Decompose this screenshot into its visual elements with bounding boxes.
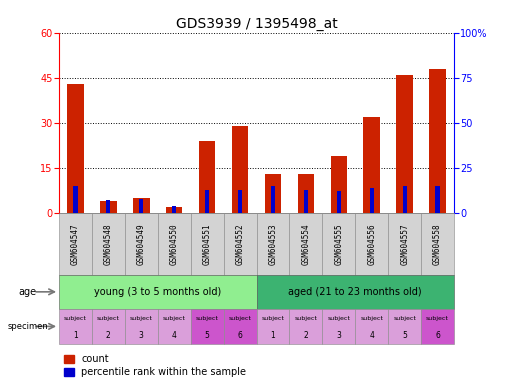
Bar <box>191 213 224 275</box>
Bar <box>139 199 143 213</box>
Bar <box>59 213 92 275</box>
Bar <box>166 207 183 213</box>
Text: subject: subject <box>64 316 87 321</box>
Text: subject: subject <box>163 316 186 321</box>
Bar <box>337 192 341 213</box>
Text: GSM604547: GSM604547 <box>71 223 80 265</box>
Bar <box>256 275 454 309</box>
Text: young (3 to 5 months old): young (3 to 5 months old) <box>94 287 222 297</box>
Text: subject: subject <box>426 316 449 321</box>
Bar <box>298 174 314 213</box>
Bar <box>92 213 125 275</box>
Text: subject: subject <box>294 316 318 321</box>
Bar <box>403 186 407 213</box>
Text: subject: subject <box>262 316 284 321</box>
Text: subject: subject <box>97 316 120 321</box>
Bar <box>271 186 275 213</box>
Bar <box>133 198 149 213</box>
Bar <box>330 156 347 213</box>
Bar <box>106 200 110 213</box>
Text: GSM604555: GSM604555 <box>334 223 343 265</box>
Text: GSM604558: GSM604558 <box>433 223 442 265</box>
Text: GSM604552: GSM604552 <box>235 223 245 265</box>
Text: GSM604548: GSM604548 <box>104 223 113 265</box>
Bar <box>289 213 322 275</box>
Text: GSM604550: GSM604550 <box>170 223 179 265</box>
Bar <box>100 201 116 213</box>
Bar <box>158 309 191 344</box>
Text: 6: 6 <box>435 331 440 339</box>
Bar <box>388 309 421 344</box>
Bar <box>125 213 158 275</box>
Bar <box>370 188 374 213</box>
Bar <box>125 309 158 344</box>
Text: subject: subject <box>229 316 251 321</box>
Text: GSM604549: GSM604549 <box>137 223 146 265</box>
Bar <box>224 309 256 344</box>
Bar <box>59 275 256 309</box>
Text: age: age <box>18 287 36 297</box>
Text: 4: 4 <box>369 331 374 339</box>
Text: GSM604557: GSM604557 <box>400 223 409 265</box>
Bar <box>73 186 77 213</box>
Bar <box>322 309 355 344</box>
Text: subject: subject <box>393 316 416 321</box>
Text: specimen: specimen <box>8 322 48 331</box>
Text: GSM604554: GSM604554 <box>301 223 310 265</box>
Bar <box>265 174 281 213</box>
Bar <box>355 213 388 275</box>
Text: 2: 2 <box>304 331 308 339</box>
Bar <box>388 213 421 275</box>
Text: 1: 1 <box>73 331 78 339</box>
Text: subject: subject <box>327 316 350 321</box>
Bar <box>322 213 355 275</box>
Bar <box>92 309 125 344</box>
Bar <box>205 190 209 213</box>
Text: subject: subject <box>130 316 153 321</box>
Text: GDS3939 / 1395498_at: GDS3939 / 1395498_at <box>175 17 338 31</box>
Bar <box>158 213 191 275</box>
Bar <box>429 69 446 213</box>
Bar <box>238 190 242 213</box>
Bar <box>172 206 176 213</box>
Text: 6: 6 <box>238 331 243 339</box>
Legend: count, percentile rank within the sample: count, percentile rank within the sample <box>64 354 246 377</box>
Text: aged (21 to 23 months old): aged (21 to 23 months old) <box>288 287 422 297</box>
Bar <box>224 213 256 275</box>
Bar <box>304 190 308 213</box>
Bar <box>436 186 440 213</box>
Bar <box>191 309 224 344</box>
Bar <box>256 309 289 344</box>
Text: subject: subject <box>360 316 383 321</box>
Bar <box>421 309 454 344</box>
Bar <box>256 213 289 275</box>
Bar <box>67 84 84 213</box>
Bar <box>421 213 454 275</box>
Text: 5: 5 <box>402 331 407 339</box>
Text: 2: 2 <box>106 331 111 339</box>
Bar <box>397 75 413 213</box>
Text: 3: 3 <box>337 331 341 339</box>
Bar <box>355 309 388 344</box>
Text: 5: 5 <box>205 331 210 339</box>
Bar <box>364 117 380 213</box>
Text: 1: 1 <box>270 331 275 339</box>
Bar <box>232 126 248 213</box>
Bar <box>59 309 92 344</box>
Bar <box>199 141 215 213</box>
Text: 3: 3 <box>139 331 144 339</box>
Bar <box>289 309 322 344</box>
Text: GSM604551: GSM604551 <box>203 223 212 265</box>
Text: GSM604553: GSM604553 <box>268 223 278 265</box>
Text: subject: subject <box>195 316 219 321</box>
Text: 4: 4 <box>172 331 176 339</box>
Text: GSM604556: GSM604556 <box>367 223 376 265</box>
